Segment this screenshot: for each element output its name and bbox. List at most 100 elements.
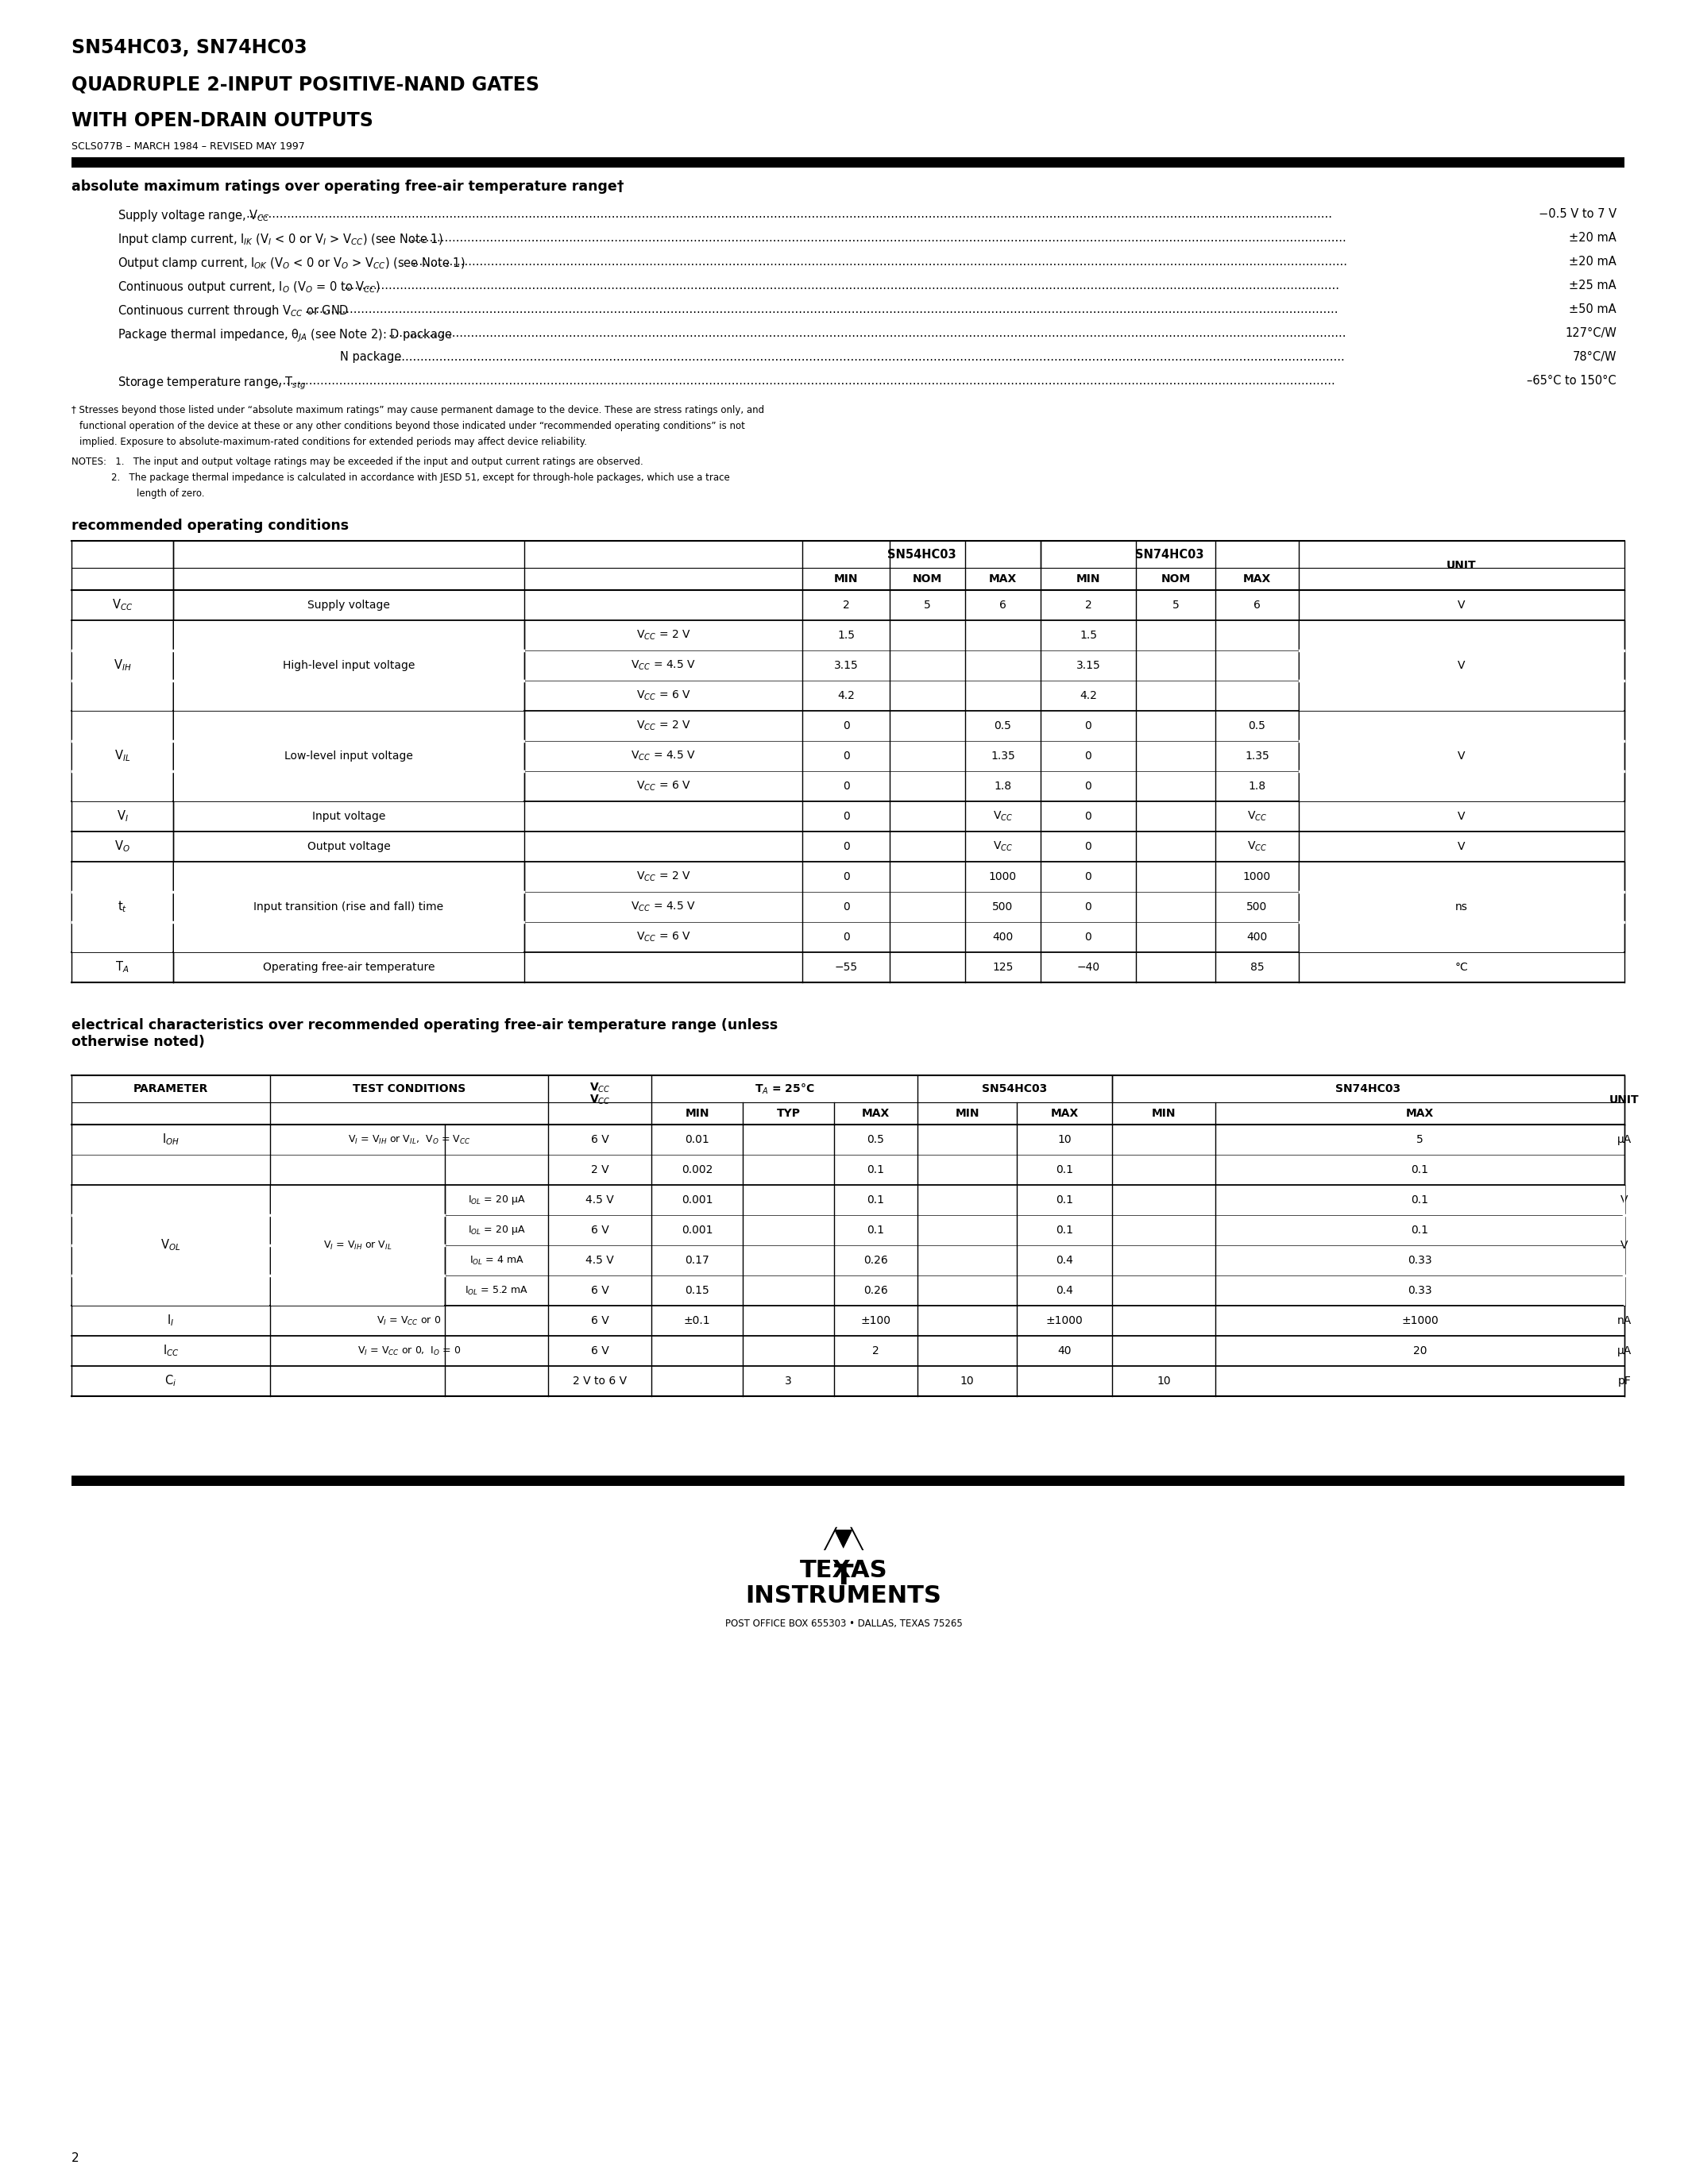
Text: °C: °C [1455,961,1469,972]
Text: TYP: TYP [776,1107,800,1118]
Text: V$_I$ = V$_{CC}$ or 0,  I$_O$ = 0: V$_I$ = V$_{CC}$ or 0, I$_O$ = 0 [358,1345,461,1356]
Text: 78°C/W: 78°C/W [1573,352,1617,363]
Text: 0: 0 [1085,871,1092,882]
Text: 0.1: 0.1 [868,1195,885,1206]
Text: Input clamp current, I$_{IK}$ (V$_I$ < 0 or V$_I$ > V$_{CC}$) (see Note 1): Input clamp current, I$_{IK}$ (V$_I$ < 0… [118,232,442,247]
Text: V$_{OL}$: V$_{OL}$ [160,1238,181,1254]
Text: 0: 0 [842,871,849,882]
Text: 0: 0 [1085,780,1092,793]
Text: 0: 0 [842,933,849,943]
Text: V$_{CC}$ = 2 V: V$_{CC}$ = 2 V [636,869,690,882]
Text: 4.5 V: 4.5 V [586,1195,614,1206]
Text: 6 V: 6 V [591,1133,609,1144]
Text: 0.1: 0.1 [1055,1164,1074,1175]
Text: −40: −40 [1077,961,1101,972]
Text: QUADRUPLE 2-INPUT POSITIVE-NAND GATES: QUADRUPLE 2-INPUT POSITIVE-NAND GATES [71,74,540,94]
Text: V: V [1458,660,1465,670]
Text: Input voltage: Input voltage [312,810,385,821]
Text: V: V [1620,1241,1629,1251]
Text: 400: 400 [993,933,1013,943]
Text: High-level input voltage: High-level input voltage [282,660,415,670]
Text: 0.5: 0.5 [994,721,1011,732]
Text: UNIT: UNIT [1610,1094,1639,1105]
Text: ±1000: ±1000 [1047,1315,1084,1326]
Text: Continuous output current, I$_O$ (V$_O$ = 0 to V$_{CC}$): Continuous output current, I$_O$ (V$_O$ … [118,280,380,295]
Text: MAX: MAX [1406,1107,1433,1118]
Text: 0: 0 [842,902,849,913]
Text: V$_{CC}$ = 6 V: V$_{CC}$ = 6 V [636,690,690,703]
Text: MIN: MIN [1151,1107,1177,1118]
Text: V$_I$ = V$_{CC}$ or 0: V$_I$ = V$_{CC}$ or 0 [376,1315,441,1326]
Text: ................................................................................: ........................................… [275,376,1335,387]
Text: V$_{CC}$ = 6 V: V$_{CC}$ = 6 V [636,930,690,943]
Text: 6: 6 [1254,601,1261,612]
Text: 0.33: 0.33 [1408,1284,1431,1295]
Text: V: V [1458,810,1465,821]
Text: 0: 0 [842,841,849,852]
Text: V: V [1458,751,1465,762]
Text: ±20 mA: ±20 mA [1570,232,1617,245]
Text: C$_i$: C$_i$ [165,1374,177,1389]
Text: 0: 0 [842,751,849,762]
Text: V$_{CC}$ = 4.5 V: V$_{CC}$ = 4.5 V [631,749,695,762]
Text: μA: μA [1617,1345,1632,1356]
Bar [71,157,1624,168]
Text: 0.001: 0.001 [682,1195,712,1206]
Text: Continuous current through V$_{CC}$ or GND: Continuous current through V$_{CC}$ or G… [118,304,349,319]
Text: 0: 0 [1085,721,1092,732]
Text: Operating free-air temperature: Operating free-air temperature [263,961,436,972]
Text: length of zero.: length of zero. [137,489,204,498]
Text: 0: 0 [1085,810,1092,821]
Text: ns: ns [1455,902,1469,913]
Text: functional operation of the device at these or any other conditions beyond those: functional operation of the device at th… [79,422,744,430]
Text: absolute maximum ratings over operating free-air temperature range†: absolute maximum ratings over operating … [71,179,625,194]
Text: V$_{CC}$: V$_{CC}$ [589,1094,611,1107]
Text: 2: 2 [71,2151,79,2164]
Text: V$_{CC}$: V$_{CC}$ [589,1081,611,1094]
Text: V: V [1458,841,1465,852]
Text: 4.2: 4.2 [837,690,854,701]
Text: 6 V: 6 V [591,1315,609,1326]
Text: electrical characteristics over recommended operating free-air temperature range: electrical characteristics over recommen… [71,1018,778,1048]
Text: 0: 0 [842,780,849,793]
Text: MAX: MAX [863,1107,890,1118]
Text: V: V [1458,660,1465,670]
Text: 1.8: 1.8 [1249,780,1266,793]
Text: SN54HC03, SN74HC03: SN54HC03, SN74HC03 [71,37,307,57]
Text: ±20 mA: ±20 mA [1570,256,1617,269]
Text: SN54HC03: SN54HC03 [982,1083,1048,1094]
Text: 3: 3 [785,1376,792,1387]
Text: 0.4: 0.4 [1055,1284,1074,1295]
Text: 1.5: 1.5 [837,629,854,640]
Text: T$_A$: T$_A$ [115,961,130,974]
Text: 0.17: 0.17 [685,1256,709,1267]
Text: Output clamp current, I$_{OK}$ (V$_O$ < 0 or V$_O$ > V$_{CC}$) (see Note 1): Output clamp current, I$_{OK}$ (V$_O$ < … [118,256,466,271]
Text: ±100: ±100 [861,1315,891,1326]
Text: 6 V: 6 V [591,1284,609,1295]
Text: ▼: ▼ [834,1527,852,1551]
Text: V$_I$ = V$_{IH}$ or V$_{IL}$: V$_I$ = V$_{IH}$ or V$_{IL}$ [322,1195,392,1206]
Text: 127°C/W: 127°C/W [1565,328,1617,339]
Text: UNIT: UNIT [1447,559,1477,570]
Text: PARAMETER: PARAMETER [133,1083,208,1094]
Text: V$_I$ = V$_{IH}$ or V$_{IL}$: V$_I$ = V$_{IH}$ or V$_{IL}$ [322,1238,392,1251]
Text: Storage temperature range, T$_{stg}$: Storage temperature range, T$_{stg}$ [118,376,306,391]
Text: V$_I$ = V$_{IH}$ or V$_{IL}$,  V$_O$ = V$_{CC}$: V$_I$ = V$_{IH}$ or V$_{IL}$, V$_O$ = V$… [348,1133,471,1147]
Bar [73,1186,270,1306]
Text: 0.1: 0.1 [1411,1195,1428,1206]
Text: 10: 10 [960,1376,974,1387]
Text: I$_{OL}$ = 5.2 mA: I$_{OL}$ = 5.2 mA [464,1284,528,1297]
Text: μA: μA [1617,1133,1632,1144]
Text: 0: 0 [1085,902,1092,913]
Text: recommended operating conditions: recommended operating conditions [71,518,349,533]
Bar [1300,712,1624,802]
Text: V$_{CC}$: V$_{CC}$ [1247,810,1268,823]
Text: 2 V to 6 V: 2 V to 6 V [572,1376,626,1387]
Text: ±0.1: ±0.1 [684,1315,711,1326]
Bar [73,712,172,802]
Text: 10: 10 [1057,1133,1072,1144]
Text: V$_{IL}$: V$_{IL}$ [115,749,130,764]
Text: 3.15: 3.15 [1075,660,1101,670]
Text: 0.1: 0.1 [1055,1195,1074,1206]
Text: Supply voltage: Supply voltage [307,601,390,612]
